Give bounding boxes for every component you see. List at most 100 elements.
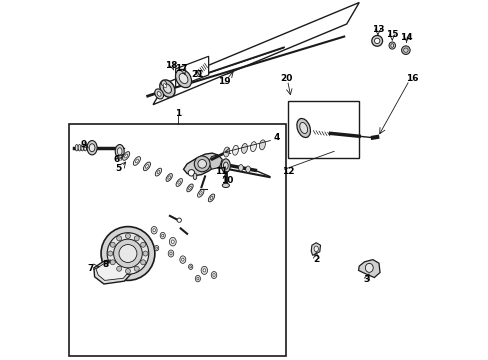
Ellipse shape: [151, 226, 157, 234]
Text: 21: 21: [191, 70, 203, 79]
Ellipse shape: [259, 140, 265, 150]
Circle shape: [110, 242, 115, 247]
Polygon shape: [358, 260, 379, 278]
Ellipse shape: [87, 140, 97, 155]
Circle shape: [134, 266, 139, 271]
Ellipse shape: [143, 162, 150, 171]
Ellipse shape: [168, 250, 173, 257]
Ellipse shape: [181, 258, 183, 261]
Circle shape: [141, 242, 145, 247]
Ellipse shape: [161, 81, 166, 86]
Text: 20: 20: [280, 74, 292, 83]
Circle shape: [198, 159, 206, 168]
Circle shape: [107, 233, 148, 274]
Ellipse shape: [196, 277, 199, 280]
Ellipse shape: [250, 142, 256, 152]
Ellipse shape: [189, 266, 191, 268]
Ellipse shape: [157, 170, 160, 174]
Polygon shape: [310, 243, 320, 255]
Text: 12: 12: [282, 167, 294, 176]
Ellipse shape: [241, 144, 247, 153]
Circle shape: [141, 260, 145, 265]
Ellipse shape: [188, 170, 194, 176]
Ellipse shape: [145, 165, 148, 168]
Ellipse shape: [167, 176, 170, 179]
Ellipse shape: [83, 144, 86, 151]
Ellipse shape: [165, 174, 172, 181]
Ellipse shape: [188, 264, 192, 270]
Ellipse shape: [124, 154, 127, 158]
Ellipse shape: [163, 84, 171, 93]
Ellipse shape: [154, 246, 159, 251]
Bar: [69, 125, 285, 356]
Ellipse shape: [154, 89, 163, 99]
Ellipse shape: [133, 157, 140, 165]
Text: 1: 1: [175, 109, 181, 118]
Circle shape: [401, 46, 409, 54]
Polygon shape: [175, 56, 208, 87]
Text: 9: 9: [81, 140, 87, 149]
Polygon shape: [94, 260, 131, 284]
Ellipse shape: [238, 165, 243, 171]
Text: 4: 4: [273, 133, 280, 142]
Ellipse shape: [212, 274, 215, 276]
Ellipse shape: [155, 168, 162, 176]
Ellipse shape: [388, 42, 395, 49]
Bar: [287, 101, 359, 158]
Ellipse shape: [296, 118, 310, 138]
Text: 14: 14: [400, 33, 412, 42]
Ellipse shape: [177, 218, 181, 222]
Text: 10: 10: [221, 176, 233, 185]
Circle shape: [119, 244, 137, 262]
Circle shape: [142, 251, 148, 256]
Ellipse shape: [223, 162, 228, 169]
Circle shape: [108, 251, 113, 256]
Polygon shape: [153, 3, 359, 105]
Circle shape: [113, 239, 142, 268]
Ellipse shape: [153, 229, 155, 232]
Circle shape: [110, 260, 115, 265]
Circle shape: [134, 236, 139, 241]
Ellipse shape: [223, 147, 229, 157]
Ellipse shape: [155, 247, 157, 249]
Ellipse shape: [122, 152, 129, 160]
Circle shape: [101, 226, 155, 280]
Polygon shape: [208, 155, 222, 169]
Ellipse shape: [197, 189, 203, 197]
Text: 19: 19: [218, 77, 231, 86]
Circle shape: [125, 269, 130, 274]
Ellipse shape: [169, 237, 176, 246]
Ellipse shape: [175, 69, 191, 88]
Text: 5: 5: [115, 164, 121, 173]
Ellipse shape: [299, 122, 307, 134]
Text: 7: 7: [88, 265, 94, 274]
Ellipse shape: [179, 73, 187, 84]
Text: 15: 15: [385, 30, 398, 39]
Ellipse shape: [201, 266, 207, 274]
Text: 18: 18: [164, 61, 177, 70]
Polygon shape: [183, 153, 219, 176]
Ellipse shape: [176, 179, 182, 186]
Circle shape: [125, 233, 130, 238]
Ellipse shape: [178, 181, 180, 184]
Ellipse shape: [163, 84, 166, 88]
Ellipse shape: [169, 252, 172, 255]
Ellipse shape: [157, 91, 161, 96]
Ellipse shape: [371, 36, 382, 46]
Ellipse shape: [86, 144, 89, 151]
Text: 3: 3: [363, 275, 369, 284]
Ellipse shape: [186, 184, 193, 192]
Circle shape: [117, 236, 122, 241]
Ellipse shape: [188, 186, 191, 190]
Circle shape: [403, 48, 407, 52]
Circle shape: [117, 266, 122, 271]
Text: 2: 2: [312, 255, 319, 264]
Ellipse shape: [232, 145, 238, 155]
Ellipse shape: [365, 264, 372, 273]
Text: 11: 11: [214, 167, 226, 176]
Text: 17: 17: [175, 64, 188, 73]
Ellipse shape: [208, 194, 214, 202]
Text: 6: 6: [113, 155, 120, 164]
Ellipse shape: [193, 173, 196, 180]
Ellipse shape: [78, 144, 81, 151]
